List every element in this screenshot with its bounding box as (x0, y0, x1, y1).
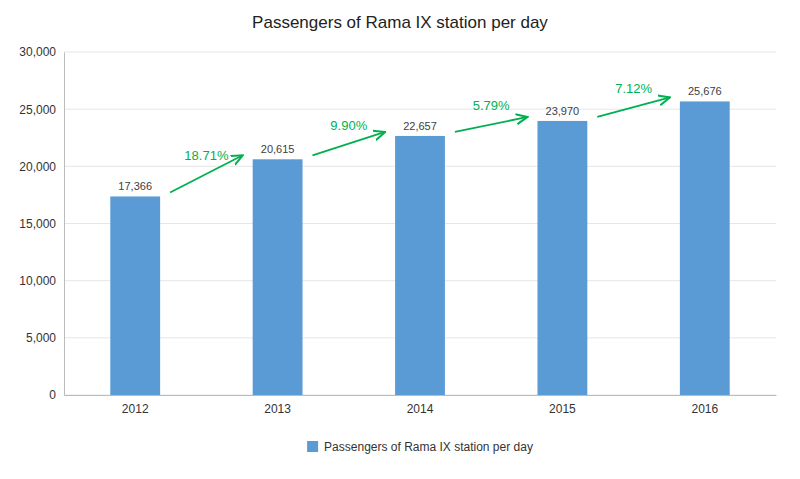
y-tick-label: 0 (49, 388, 56, 402)
growth-arrow (455, 117, 528, 132)
x-tick: 2016 (691, 395, 718, 416)
bar (395, 136, 445, 395)
x-tick: 2013 (264, 395, 291, 416)
growth-label: 18.71% (184, 148, 229, 163)
y-tick: 20,000 (19, 160, 64, 174)
plot-area (110, 97, 729, 395)
data-label: 25,676 (688, 85, 722, 97)
x-tick-label: 2013 (264, 402, 291, 416)
growth-arrow (597, 97, 670, 117)
legend: Passengers of Rama IX station per day (307, 440, 533, 454)
grid (64, 52, 776, 395)
bar (110, 196, 160, 395)
y-tick-label: 20,000 (19, 160, 56, 174)
y-tick-label: 30,000 (19, 45, 56, 59)
y-tick-label: 10,000 (19, 274, 56, 288)
growth-label: 9.90% (330, 118, 367, 133)
y-tick-label: 25,000 (19, 103, 56, 117)
bar (253, 159, 303, 395)
y-tick: 25,000 (19, 103, 64, 117)
y-tick-label: 15,000 (19, 217, 56, 231)
x-tick-label: 2016 (691, 402, 718, 416)
growth-label: 5.79% (473, 98, 510, 113)
x-tick-label: 2015 (549, 402, 576, 416)
x-axis: 2012 2013 2014 2015 2016 (65, 395, 777, 416)
y-tick: 5,000 (26, 331, 64, 345)
data-label: 17,366 (118, 180, 152, 192)
grid-line (64, 52, 776, 53)
growth-arrow (312, 132, 385, 155)
bar (680, 101, 730, 395)
x-tick: 2015 (549, 395, 576, 416)
y-tick: 0 (49, 388, 64, 402)
y-tick: 30,000 (19, 45, 64, 59)
legend-label: Passengers of Rama IX station per day (324, 440, 533, 454)
data-label: 20,615 (261, 143, 295, 155)
data-labels: 17,366 20,615 22,657 23,970 25,676 (118, 85, 721, 192)
y-tick-label: 5,000 (26, 331, 56, 345)
annotations: 18.71% 9.90% 5.79% 7.12% (184, 81, 652, 163)
x-tick-label: 2014 (407, 402, 434, 416)
data-label: 23,970 (546, 105, 580, 117)
x-axis-line (65, 395, 777, 396)
x-tick: 2012 (122, 395, 149, 416)
x-tick: 2014 (407, 395, 434, 416)
y-tick: 10,000 (19, 274, 64, 288)
grid-line (64, 109, 776, 110)
legend-swatch (307, 441, 318, 452)
x-tick-label: 2012 (122, 402, 149, 416)
growth-label: 7.12% (615, 81, 652, 96)
chart: Passengers of Rama IX station per day 201… (0, 0, 800, 479)
bar (537, 121, 587, 395)
y-axis: 0 5,000 10,000 15,000 20,000 25,000 30,000 (19, 45, 64, 402)
title: Passengers of Rama IX station per day (252, 13, 548, 32)
y-tick: 15,000 (19, 217, 64, 231)
y-axis-line (64, 53, 65, 396)
data-label: 22,657 (403, 120, 437, 132)
